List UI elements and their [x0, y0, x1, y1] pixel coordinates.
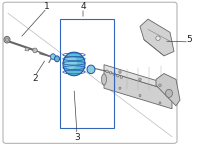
Text: 4: 4 [80, 2, 86, 11]
Bar [60, 19, 114, 128]
Ellipse shape [50, 54, 56, 59]
Polygon shape [104, 71, 172, 109]
Ellipse shape [113, 73, 115, 76]
Ellipse shape [106, 70, 108, 73]
Ellipse shape [159, 102, 161, 104]
Polygon shape [140, 19, 174, 56]
Ellipse shape [119, 71, 121, 73]
Ellipse shape [159, 84, 161, 87]
Ellipse shape [156, 36, 160, 40]
Ellipse shape [102, 74, 106, 85]
Ellipse shape [33, 48, 37, 53]
Polygon shape [156, 74, 180, 106]
Ellipse shape [54, 56, 60, 62]
Ellipse shape [120, 76, 123, 78]
Ellipse shape [139, 95, 141, 97]
Ellipse shape [166, 89, 172, 97]
Bar [25, 48, 29, 51]
Text: 5: 5 [186, 35, 192, 45]
Ellipse shape [117, 74, 119, 77]
FancyBboxPatch shape [3, 2, 177, 143]
Text: 2: 2 [32, 74, 38, 83]
Ellipse shape [87, 65, 95, 74]
Ellipse shape [65, 56, 77, 69]
Ellipse shape [139, 78, 141, 81]
Ellipse shape [109, 71, 112, 74]
Polygon shape [104, 65, 172, 91]
Text: 1: 1 [44, 2, 50, 11]
Ellipse shape [5, 38, 9, 41]
Text: 3: 3 [74, 132, 80, 142]
Ellipse shape [4, 36, 10, 43]
Ellipse shape [119, 87, 121, 89]
Ellipse shape [63, 52, 85, 76]
